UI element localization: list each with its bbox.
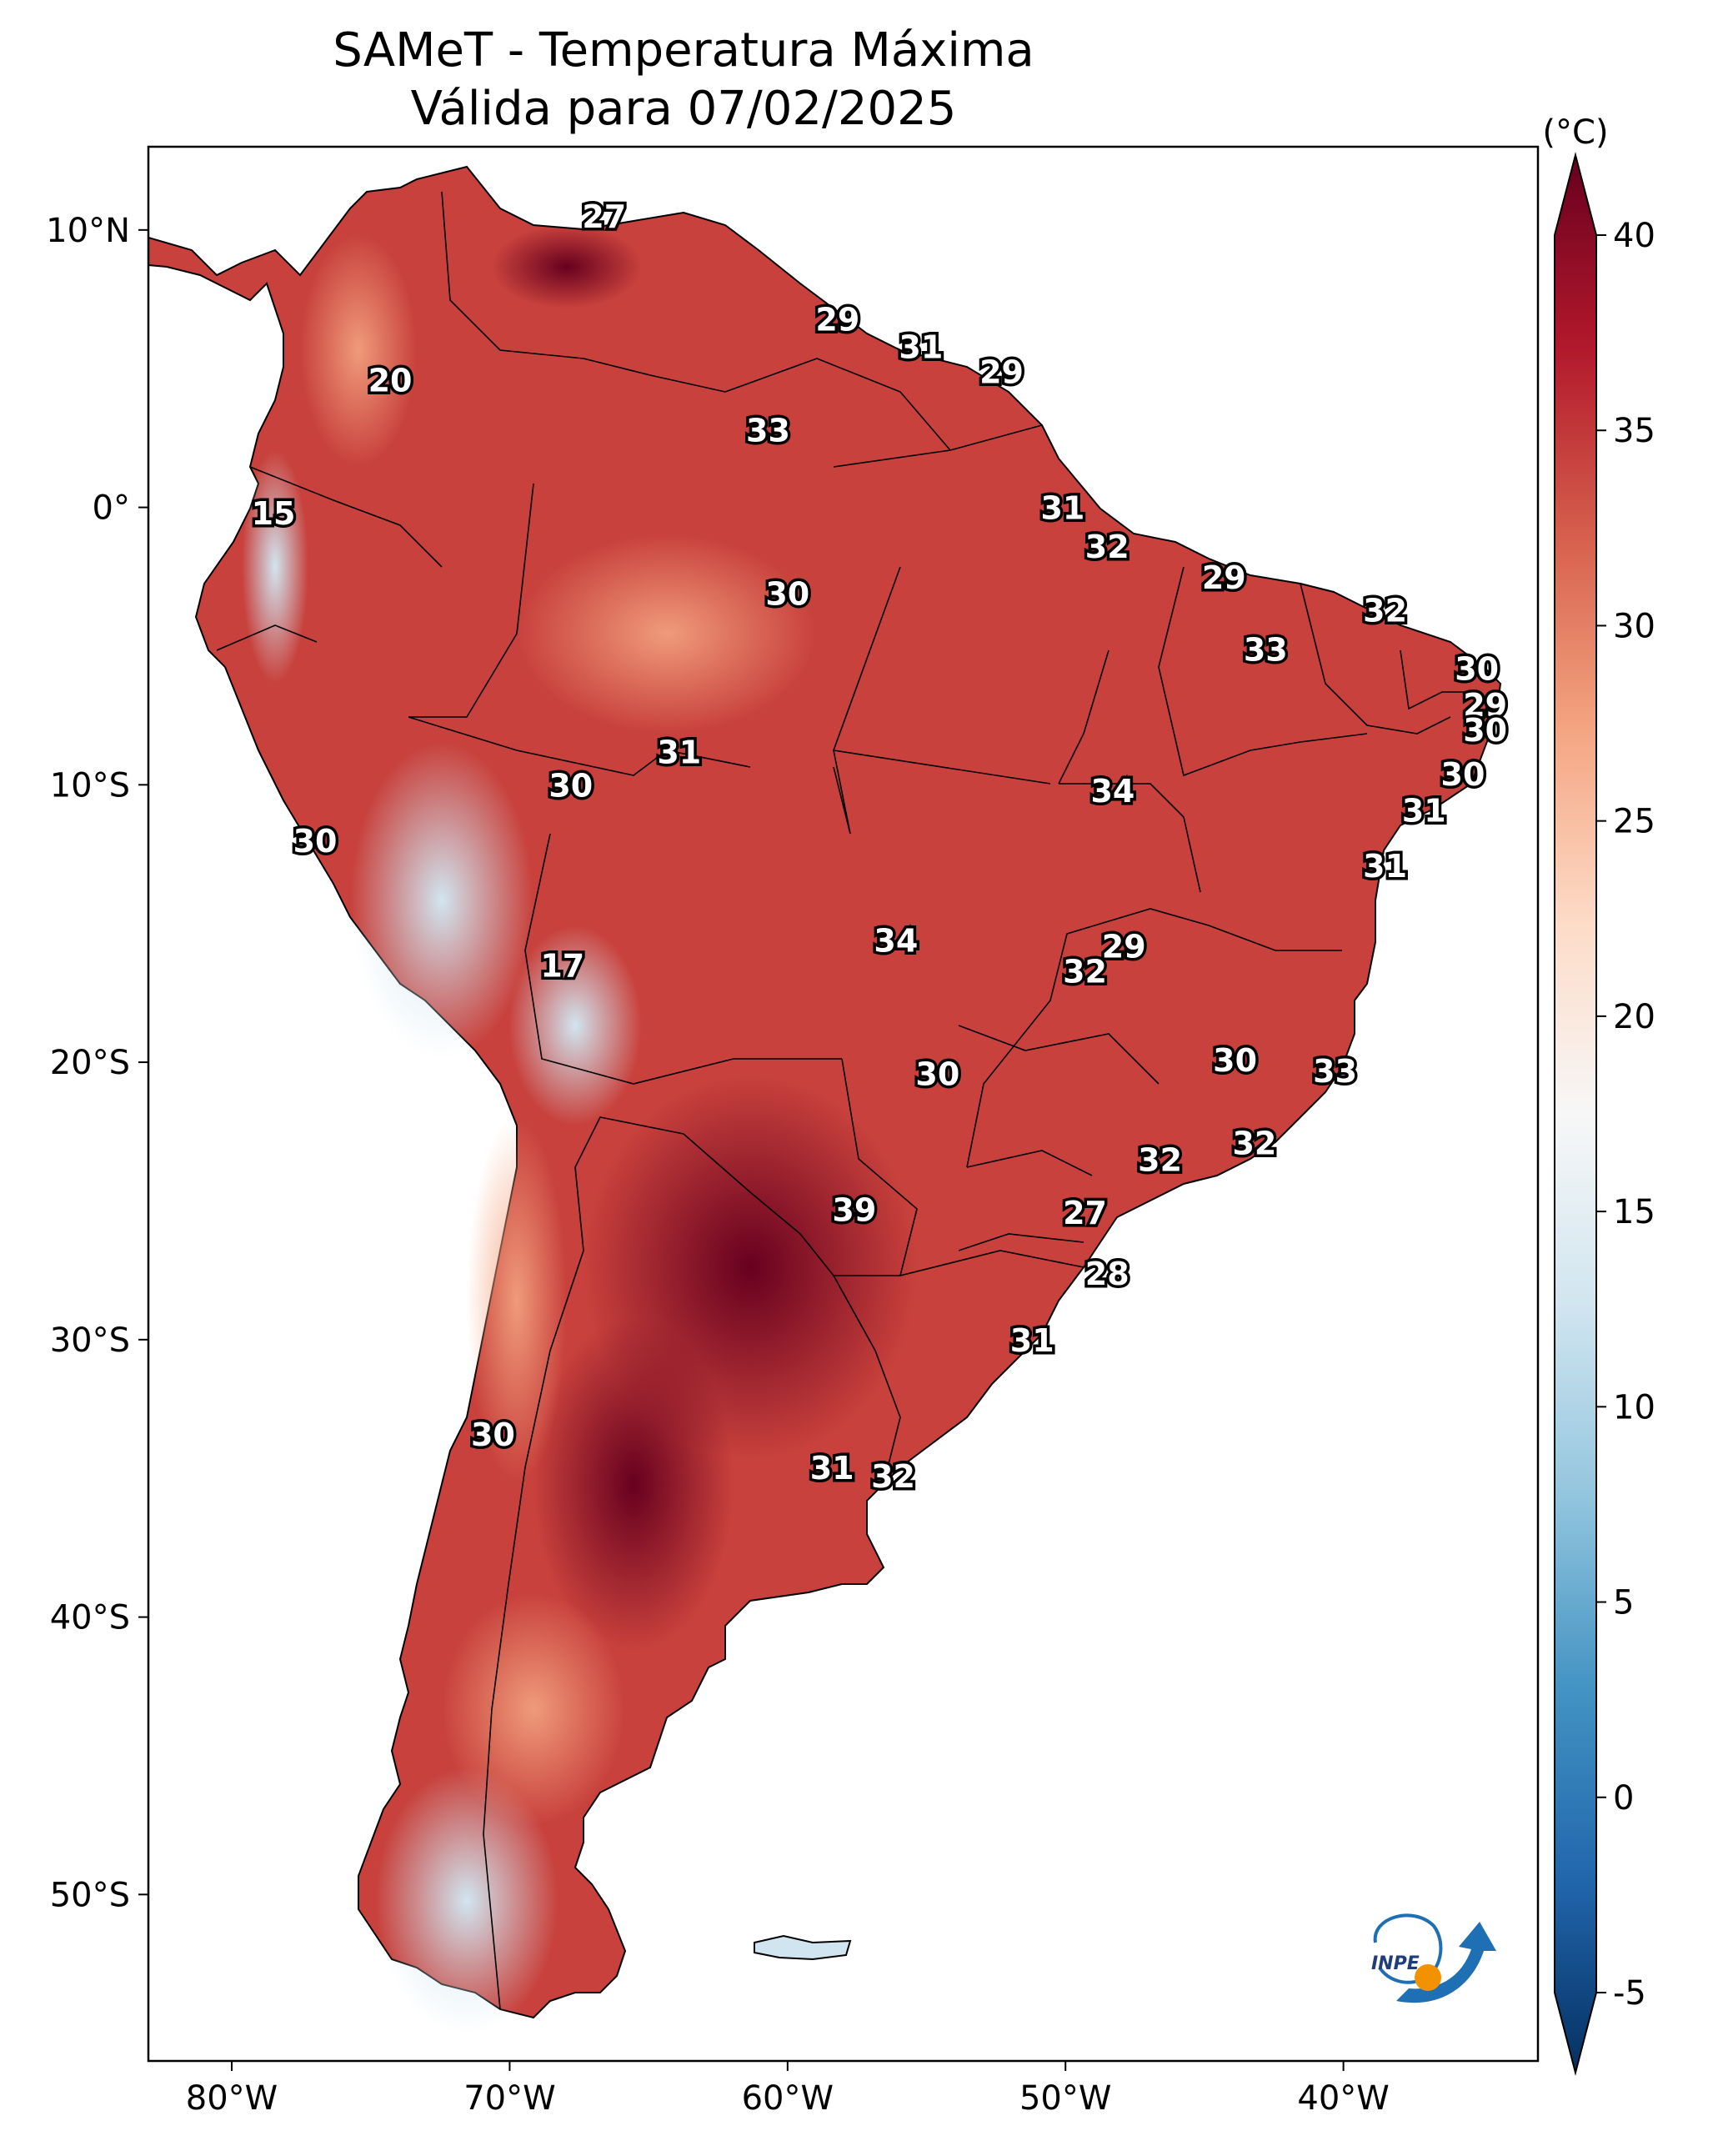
colorbar-tick-label: 0 <box>1613 1779 1634 1818</box>
city-temperature-label: 31 <box>1363 848 1407 885</box>
colorbar-tick-label: -5 <box>1613 1974 1646 2013</box>
colorbar-body <box>1554 152 1597 2076</box>
colorbar-tick-label: 15 <box>1613 1193 1655 1231</box>
city-temperature-label: 29 <box>979 354 1024 391</box>
falkland-islands <box>754 1934 852 1961</box>
city-temperature-label: 32 <box>871 1458 915 1495</box>
colorbar-tick-label: 35 <box>1613 412 1655 450</box>
city-temperature-label: 30 <box>548 767 593 804</box>
lat-tick-label: 20°S <box>50 1044 130 1082</box>
city-temperature-label: 33 <box>1244 631 1288 668</box>
city-temperature-label: 33 <box>746 412 790 449</box>
lon-tick-label: 70°W <box>463 2079 555 2118</box>
city-temperature-label: 29 <box>1202 559 1246 596</box>
city-temperature-label: 30 <box>1213 1042 1257 1079</box>
lat-tick-label: 40°S <box>50 1599 130 1637</box>
lat-tick-label: 30°S <box>50 1321 130 1360</box>
longitude-axis: 80°W 70°W 60°W 50°W 40°W <box>186 2061 1390 2118</box>
colorbar-tick-label: 5 <box>1613 1584 1634 1622</box>
city-temperature-label: 28 <box>1085 1256 1129 1292</box>
city-temperature-label: 27 <box>582 198 626 235</box>
map-frame <box>147 145 1540 2063</box>
city-temperature-label: 32 <box>1138 1142 1182 1179</box>
lat-tick-label: 10°S <box>50 766 130 805</box>
cool-patagonia <box>375 1767 558 2034</box>
heat-core-pampas <box>533 1317 734 1651</box>
cool-andes-ecuador <box>242 450 308 684</box>
inpe-logo-text: INPE <box>1371 1953 1420 1974</box>
colorbar-tick-label: 30 <box>1613 607 1655 645</box>
warm-patagonia <box>442 1592 625 1826</box>
city-temperature-label: 31 <box>1402 792 1446 829</box>
lon-tick-label: 60°W <box>742 2079 834 2118</box>
city-temperature-label: 17 <box>540 948 584 985</box>
city-temperature-label: 33 <box>1313 1053 1357 1090</box>
latitude-axis: 10°N 0° 10°S 20°S 30°S 40°S 50°S <box>46 212 148 1914</box>
city-temperature-label: 27 <box>1063 1195 1107 1231</box>
city-temperature-label: 34 <box>874 923 918 960</box>
city-temperature-label: 31 <box>810 1450 854 1487</box>
city-temperature-label: 32 <box>1232 1126 1276 1162</box>
city-temperature-label: 32 <box>1363 593 1407 629</box>
city-temperature-label: 32 <box>1085 529 1129 565</box>
warm-amazon <box>517 534 817 734</box>
city-temperature-label: 29 <box>815 301 859 338</box>
city-temperature-label: 31 <box>657 734 701 770</box>
colorbar-tick-label: 40 <box>1613 217 1655 255</box>
colorbar: (°C) 40 35 30 25 20 15 10 5 0 -5 <box>1542 113 1655 2076</box>
city-temperature-label: 30 <box>915 1055 959 1092</box>
city-temperature-label: 29 <box>1463 687 1507 724</box>
city-temperature-label: 30 <box>1455 651 1499 688</box>
city-temperature-label: 20 <box>368 363 413 399</box>
city-temperature-label: 30 <box>471 1416 515 1453</box>
lon-tick-label: 40°W <box>1297 2079 1389 2118</box>
city-temperature-label: 31 <box>899 329 943 366</box>
cool-andes-peru <box>350 742 533 1059</box>
colorbar-unit: (°C) <box>1542 113 1608 152</box>
lat-tick-label: 10°N <box>46 212 130 250</box>
city-temperature-label: 34 <box>1090 773 1134 810</box>
colorbar-tick-label: 10 <box>1613 1388 1655 1426</box>
city-temperature-label: 31 <box>1010 1322 1054 1359</box>
heat-core-venezuela <box>492 225 642 308</box>
warm-colombia <box>300 233 417 467</box>
city-temperature-label: 32 <box>1063 953 1107 990</box>
political-borders <box>216 191 1475 2010</box>
lat-tick-label: 50°S <box>50 1876 130 1914</box>
city-temperature-label: 39 <box>832 1191 876 1228</box>
cool-andes-bolivia <box>508 925 642 1126</box>
city-temperature-label: 30 <box>765 576 809 613</box>
city-temperature-label: 30 <box>293 823 338 860</box>
map-subtitle: Válida para 07/02/2025 <box>410 82 957 136</box>
city-temperature-label: 15 <box>252 495 296 532</box>
lon-tick-label: 80°W <box>186 2079 278 2118</box>
map-title: SAMeT - Temperatura Máxima <box>333 23 1034 78</box>
city-temperature-label: 31 <box>1040 490 1084 527</box>
colorbar-ticks: 40 35 30 25 20 15 10 5 0 -5 <box>1596 217 1655 2013</box>
colorbar-tick-label: 25 <box>1613 803 1655 841</box>
city-temperature-label: 30 <box>1463 712 1507 749</box>
city-temperature-label: 29 <box>1102 928 1146 965</box>
city-temperature-label: 30 <box>1441 756 1485 793</box>
lat-tick-label: 0° <box>93 489 130 528</box>
inpe-logo: INPE <box>1371 1913 1496 2003</box>
colorbar-tick-label: 20 <box>1613 998 1655 1036</box>
map-content <box>148 165 1502 2034</box>
lon-tick-label: 50°W <box>1019 2079 1111 2118</box>
